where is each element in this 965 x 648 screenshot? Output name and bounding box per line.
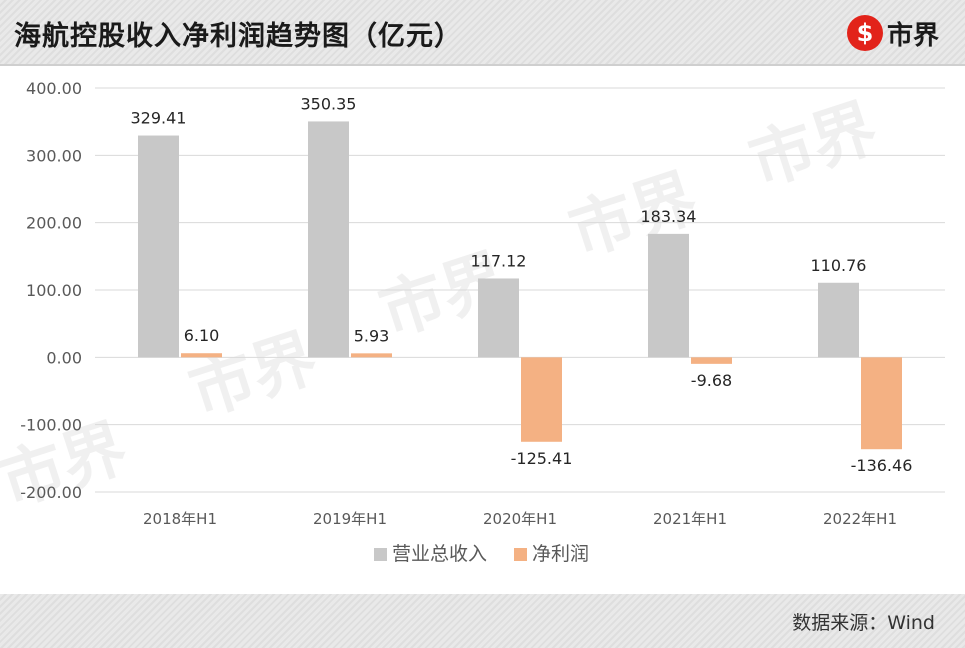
logo-text: 市界 [886,20,939,51]
revenue-data-label: 183.34 [641,207,697,226]
x-tick-label: 2021年H1 [653,510,727,528]
profit-bar [351,353,392,358]
legend-label-revenue: 营业总收入 [392,543,487,565]
y-tick-label: 0.00 [46,348,82,367]
legend-label-profit: 净利润 [532,543,589,565]
profit-bar [521,357,562,442]
y-tick-label: 400.00 [26,79,82,98]
data-source: 数据来源：Wind [792,612,935,634]
revenue-bar [308,121,349,358]
legend-swatch-profit [514,548,527,561]
watermark-text: 市界 [741,91,886,201]
y-tick-label: 200.00 [26,214,82,233]
revenue-data-label: 117.12 [471,251,527,270]
bar-chart: 市界市界市界市界市界400.00300.00200.00100.000.00-1… [0,79,945,565]
revenue-bar [478,278,519,358]
x-tick-label: 2022年H1 [823,510,897,528]
profit-data-label: 5.93 [354,326,390,345]
y-tick-label: 100.00 [26,281,82,300]
profit-bar [181,353,222,358]
x-tick-label: 2018年H1 [143,510,217,528]
brand-logo: $ 市界 [846,13,939,53]
revenue-bar [648,233,689,358]
footer-bar: 数据来源：Wind [0,594,965,648]
logo-icon: $ [846,15,883,51]
x-tick-label: 2019年H1 [313,510,387,528]
profit-data-label: -9.68 [691,371,732,390]
page-title: 海航控股收入净利润趋势图（亿元） [14,21,462,52]
x-tick-label: 2020年H1 [483,510,557,528]
revenue-data-label: 350.35 [301,94,357,113]
revenue-data-label: 329.41 [131,109,187,128]
revenue-bar [138,135,179,358]
profit-bar [691,357,732,364]
y-tick-label: -200.00 [20,483,82,502]
header-bar: 海航控股收入净利润趋势图（亿元） $ 市界 [0,0,965,66]
revenue-data-label: 110.76 [811,256,867,275]
y-tick-label: -100.00 [20,416,82,435]
legend-swatch-revenue [374,548,387,561]
revenue-bar [818,282,859,358]
profit-data-label: 6.10 [184,326,220,345]
profit-data-label: -125.41 [511,449,573,468]
y-tick-label: 300.00 [26,146,82,165]
chart-area: 市界 市界 市界 市界 市界 400.00 300.00 200.00 100.00 0.00 -1… [0,66,965,592]
profit-data-label: -136.46 [851,456,913,475]
profit-bar [861,357,902,450]
